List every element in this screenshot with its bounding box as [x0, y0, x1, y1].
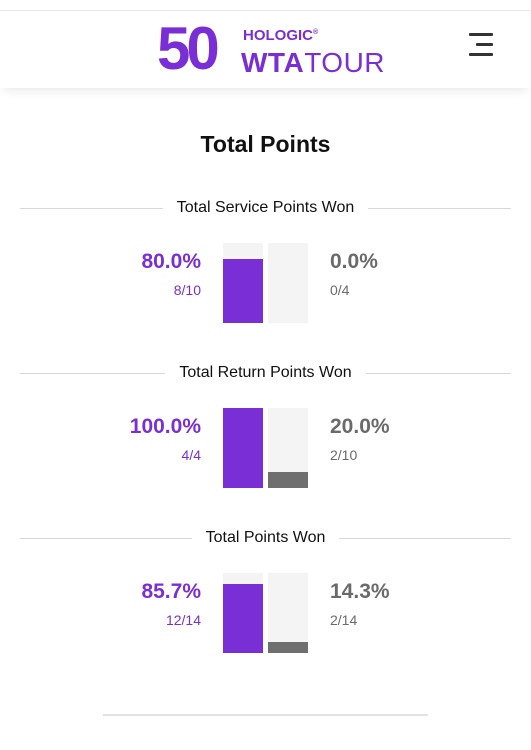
player-two-fraction: 2/14 [330, 612, 358, 628]
player-one-fraction: 12/14 [165, 612, 201, 628]
logo-sponsor: HOLOGIC® [243, 27, 318, 44]
logo-brand-light: TOUR [304, 47, 386, 78]
stat-block-service-points: Total Service Points Won 80.0% 8/10 0.0%… [0, 196, 531, 356]
wta-tour-logo[interactable]: 50 HOLOGIC® WTATOUR [157, 15, 385, 82]
player-two-bar-fill [268, 472, 308, 488]
player-one-bar-fill [223, 259, 263, 323]
top-border [0, 10, 531, 11]
stat-block-return-points: Total Return Points Won 100.0% 4/4 20.0%… [0, 361, 531, 521]
player-two-percent: 0.0% [330, 250, 378, 273]
hamburger-menu-icon[interactable] [466, 32, 496, 60]
bottom-divider [103, 714, 428, 716]
player-two-fraction: 0/4 [330, 282, 350, 298]
player-one-fraction: 4/4 [181, 447, 201, 463]
player-one-percent: 100.0% [129, 415, 201, 438]
stat-block-total-points: Total Points Won 85.7% 12/14 14.3% 2/14 [0, 526, 531, 686]
logo-brand-bold: WTA [241, 47, 305, 78]
page-title: Total Points [200, 131, 331, 157]
stat-title: Total Return Points Won [165, 364, 366, 381]
logo-sponsor-text: HOLOGIC [243, 27, 313, 44]
player-one-percent: 85.7% [141, 580, 201, 603]
player-one-bar-fill [223, 408, 263, 488]
logo-anniversary-number: 50 [157, 15, 220, 82]
logo-sponsor-mark: ® [313, 29, 319, 36]
player-two-percent: 14.3% [330, 580, 390, 603]
player-one-bar-fill [223, 584, 263, 653]
player-two-bar [268, 408, 308, 488]
player-one-bar [223, 573, 263, 653]
site-header: 50 HOLOGIC® WTATOUR [0, 11, 531, 88]
player-one-percent: 80.0% [141, 250, 201, 273]
player-two-bar [268, 573, 308, 653]
player-one-bar [223, 243, 263, 323]
player-one-fraction: 8/10 [173, 282, 201, 298]
player-two-bar-fill [268, 641, 308, 653]
player-two-bar [268, 243, 308, 323]
stat-title: Total Service Points Won [162, 199, 369, 216]
player-one-bar [223, 408, 263, 488]
stat-title: Total Points Won [191, 529, 340, 546]
logo-brand: WTATOUR [241, 47, 385, 79]
player-two-percent: 20.0% [330, 415, 390, 438]
player-two-fraction: 2/10 [330, 447, 358, 463]
